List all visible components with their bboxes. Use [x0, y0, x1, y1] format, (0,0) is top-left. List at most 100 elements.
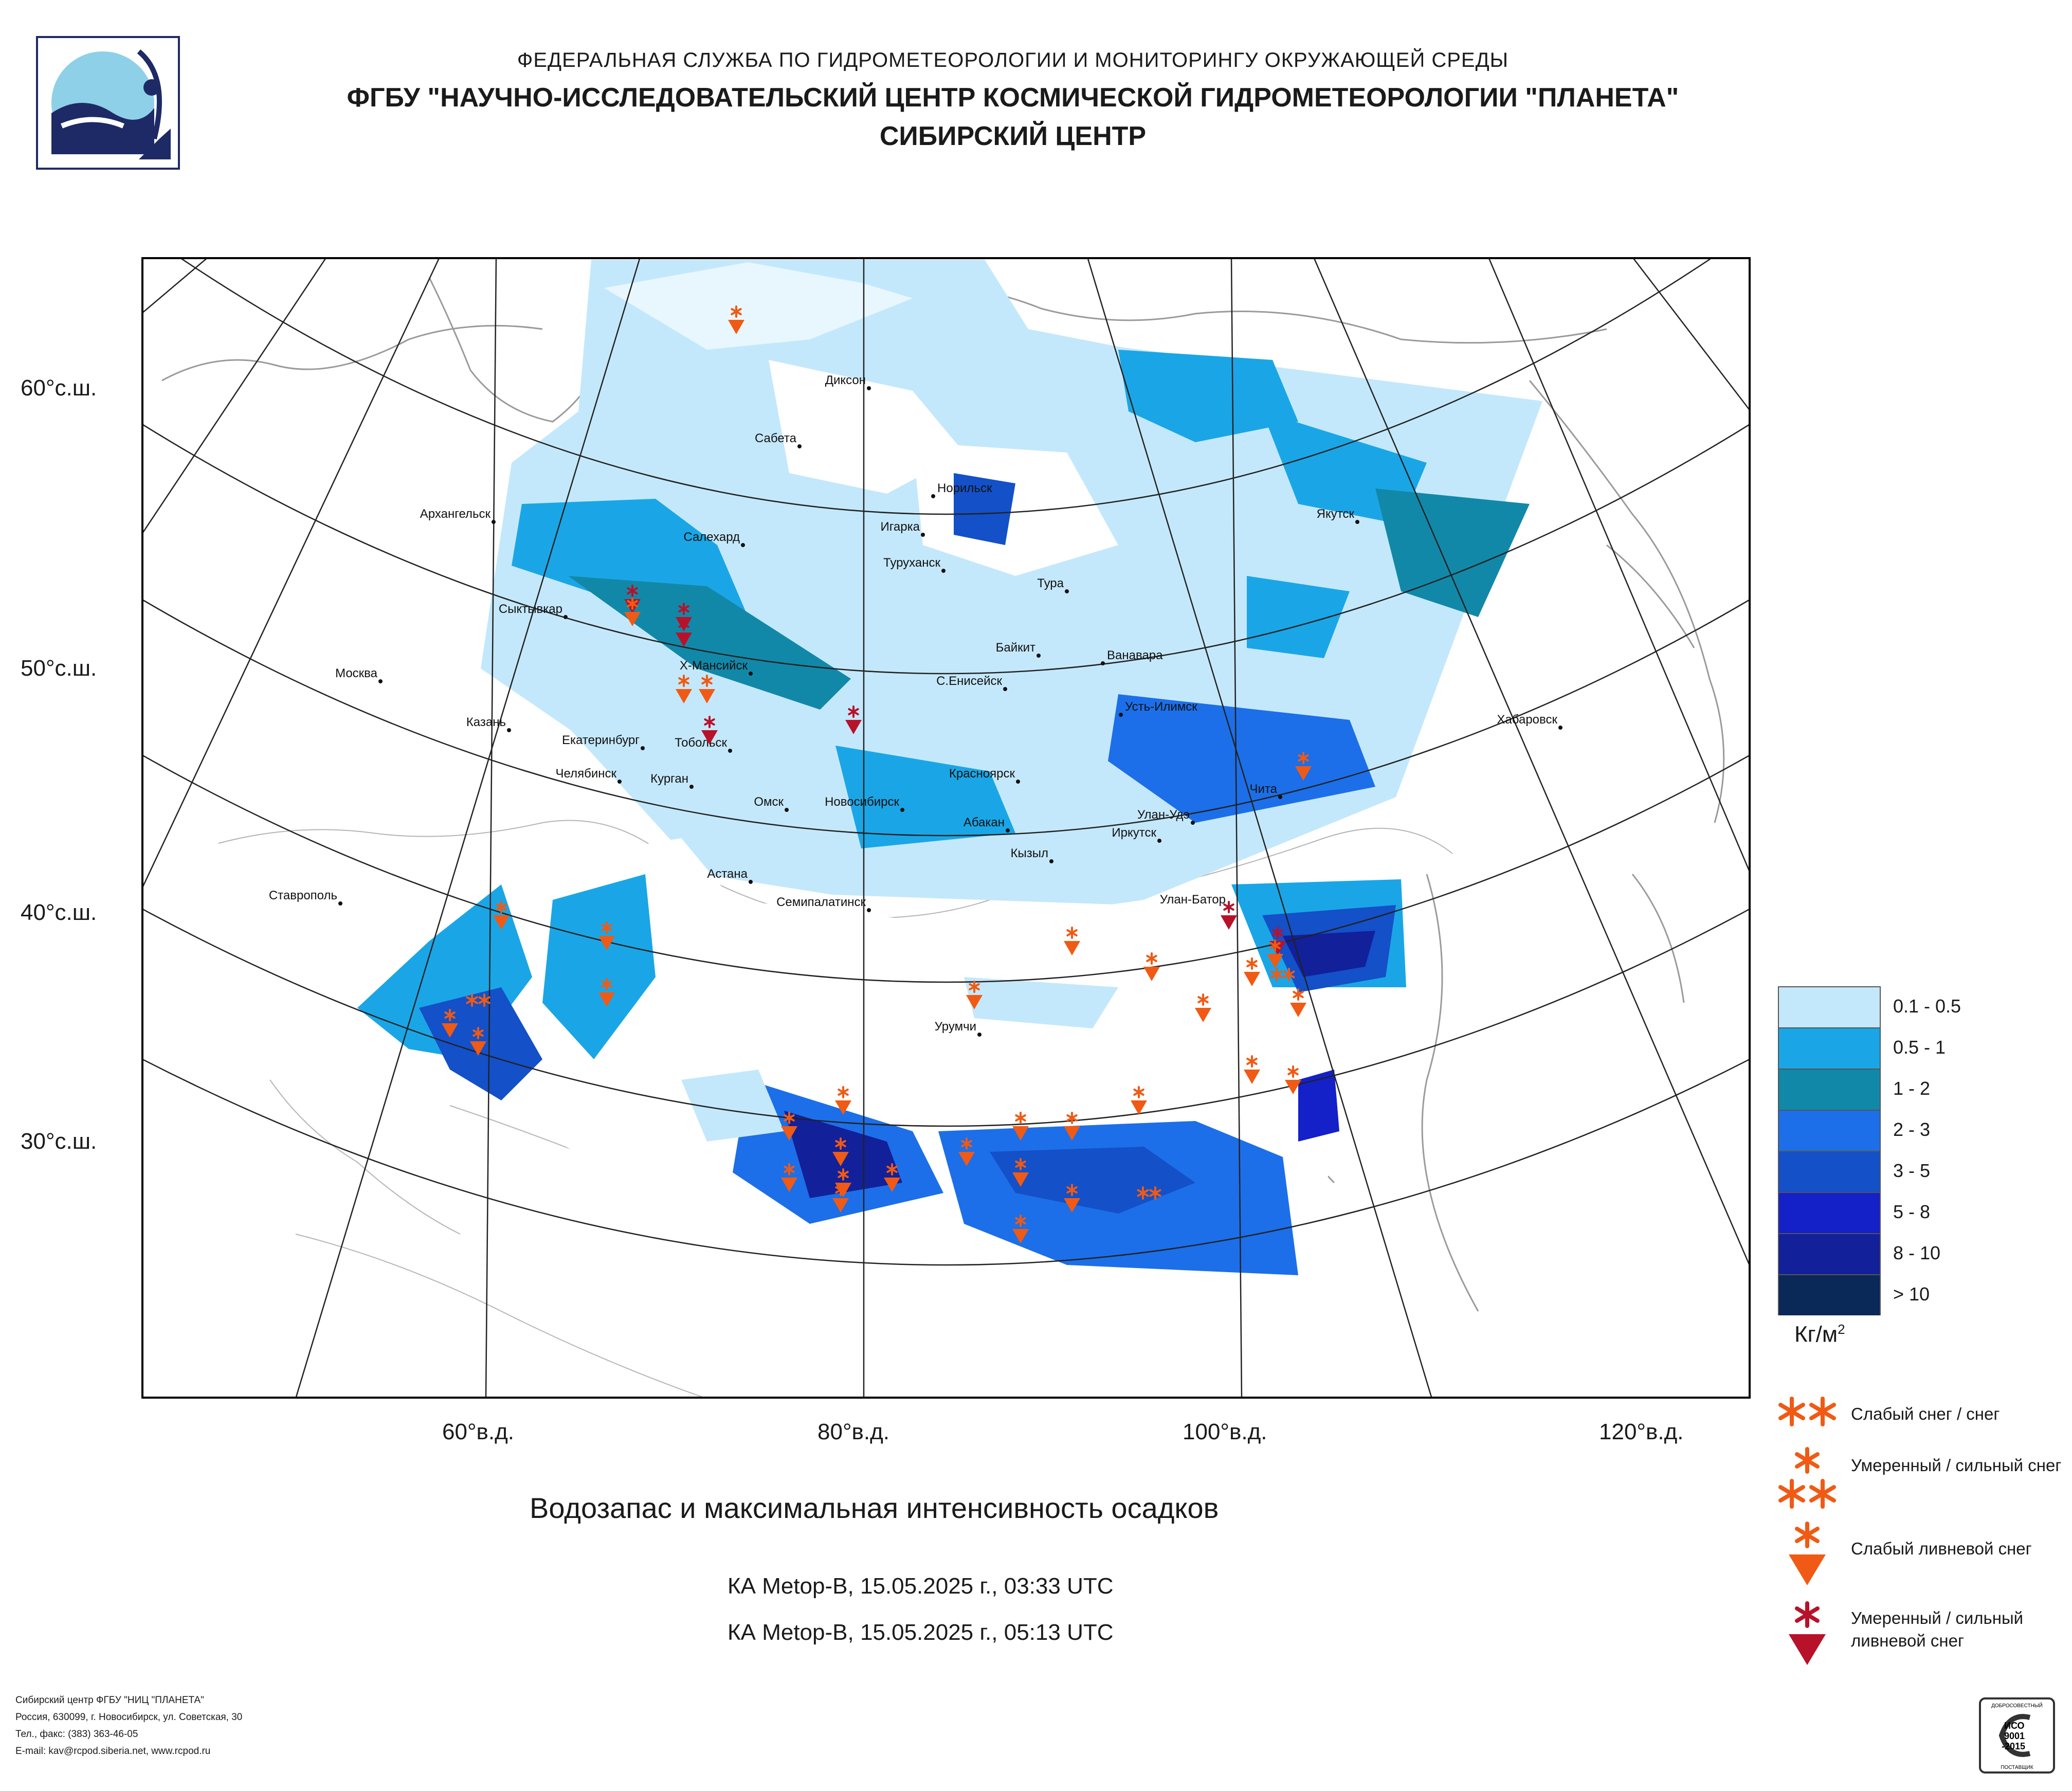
lat-label-60: 60°с.ш. — [21, 375, 97, 401]
city-label: Ставрополь — [269, 889, 337, 902]
city-label: Усть-Илимск — [1125, 700, 1197, 714]
light-shower-snow-symbol — [728, 305, 744, 334]
city-label: Якутск — [1317, 507, 1355, 521]
legend-swatch — [1778, 1069, 1881, 1110]
city-dot — [1119, 713, 1123, 717]
legend-label-moderate-snow: Умеренный / сильный снег — [1851, 1456, 2062, 1475]
city-dot — [1558, 726, 1562, 730]
lon-label-100: 100°в.д. — [1183, 1419, 1267, 1444]
city-dot — [1016, 780, 1020, 784]
footer-line-1: Сибирский центр ФГБУ "НИЦ "ПЛАНЕТА" — [15, 1695, 204, 1706]
light-shower-snow-symbol — [1267, 939, 1283, 968]
city-dot — [749, 672, 753, 676]
unit-text: Кг/м — [1794, 1322, 1838, 1347]
legend-label-heavy-shower-snow: Умеренный / сильный ливневой снег — [1851, 1608, 2024, 1650]
city-label: Улан-Батор — [1160, 893, 1226, 907]
light-shower-snow-symbol — [1295, 752, 1312, 781]
light-shower-snow-symbol — [598, 978, 615, 1007]
sat-pass-2: КА Metop-B, 15.05.2025 г., 05:13 UTC — [728, 1620, 1114, 1645]
city-label: Казань — [466, 715, 506, 729]
graticule — [141, 257, 1751, 1399]
legend-light-shower-snow-icon — [1787, 1519, 1828, 1589]
city-dot — [867, 908, 871, 912]
light-shower-snow-symbol — [835, 1168, 851, 1197]
city-dot — [1355, 520, 1359, 524]
city-dot — [728, 749, 732, 753]
city-dot — [507, 728, 511, 732]
light-shower-snow-symbol — [1244, 957, 1260, 986]
city-dot — [1065, 589, 1069, 593]
city-dot — [921, 533, 925, 537]
city-dot — [931, 494, 935, 498]
city-dot — [1006, 828, 1010, 833]
city-label: Диксон — [825, 373, 866, 387]
city-label: Москва — [335, 666, 378, 680]
light-shower-snow-symbol — [781, 1112, 797, 1141]
city-dot — [564, 615, 568, 619]
legend-swatch — [1778, 1151, 1881, 1192]
legend-class-label: 0.5 - 1 — [1893, 1037, 1946, 1058]
precipitation-map[interactable]: Диксон Сабета Норильск Игарка Салехард Туруха… — [141, 257, 1751, 1399]
light-shower-snow-symbol — [1064, 927, 1080, 955]
lat-label-50: 50°с.ш. — [21, 656, 97, 681]
lon-label-60: 60°в.д. — [442, 1419, 515, 1444]
light-shower-snow-symbol — [1290, 988, 1306, 1017]
city-dot — [1037, 654, 1041, 658]
legend-label-light-shower-snow: Слабый ливневой снег — [1851, 1539, 2032, 1558]
city-dot — [785, 808, 789, 812]
light-shower-snow-symbol — [884, 1163, 900, 1192]
legend-swatch — [1778, 1192, 1881, 1233]
light-shower-snow-symbol — [1285, 1065, 1301, 1094]
legend-class-label: 5 - 8 — [1893, 1201, 1931, 1222]
city-label: Курган — [650, 772, 688, 786]
header-center: ФГБУ "НАУЧНО-ИССЛЕДОВАТЕЛЬСКИЙ ЦЕНТР КОС… — [347, 83, 1679, 113]
city-label: Астана — [707, 867, 748, 881]
city-label: Челябинск — [556, 767, 617, 781]
legend-swatch — [1778, 986, 1881, 1027]
city-label: Омск — [754, 795, 784, 809]
iso-certification-badge: ДОБРОСОВЕСТНЫЙ ИСО 9001 -2015 ПОСТАВЩИК — [1978, 1697, 2056, 1774]
light-shower-snow-symbol — [1195, 993, 1211, 1022]
legend-unit: Кг/м2 — [1794, 1322, 1845, 1348]
legend-class-label: > 10 — [1893, 1283, 1930, 1305]
light-shower-snow-symbol — [1012, 1112, 1029, 1141]
light-shower-snow-symbol — [699, 675, 715, 703]
swath-upper — [481, 260, 1542, 905]
lon-label-80: 80°в.д. — [817, 1419, 890, 1444]
city-labels: Диксон Сабета Норильск Игарка Салехард Туруха… — [269, 373, 1562, 1037]
light-shower-snow-symbol — [781, 1163, 797, 1192]
city-label: Ванавара — [1107, 648, 1163, 662]
light-shower-snow-symbol — [832, 1137, 849, 1166]
city-dot — [689, 785, 694, 789]
city-dot — [1157, 839, 1161, 843]
city-dot — [941, 569, 946, 573]
legend-class-label: 3 - 5 — [1893, 1160, 1931, 1181]
light-shower-snow-symbol — [470, 1027, 486, 1056]
lon-label-120: 120°в.д. — [1599, 1419, 1684, 1444]
heavy-shower-snow-symbol — [845, 705, 862, 734]
city-label: Чита — [1250, 782, 1278, 796]
unit-sup: 2 — [1838, 1322, 1845, 1337]
city-label: Сабета — [755, 431, 797, 445]
header-branch: СИБИРСКИЙ ЦЕНТР — [879, 121, 1147, 151]
map-title: Водозапас и максимальная интенсивность о… — [530, 1492, 1219, 1524]
light-shower-snow-symbol — [1012, 1158, 1029, 1187]
city-label: Екатеринбург — [562, 733, 640, 747]
light-shower-snow-symbol — [1143, 952, 1160, 981]
city-label: Салехард — [683, 530, 740, 544]
city-dot — [641, 746, 645, 750]
lat-label-30: 30°с.ш. — [21, 1129, 97, 1154]
legend-color-scale: 0.1 - 0.5 0.5 - 1 1 - 2 2 - 3 3 - 5 5 - 8 8 - … — [1778, 986, 1961, 1315]
city-dot — [617, 780, 622, 784]
footer-line-4: E-mail: kav@rcpod.siberia.net, www.rcpod… — [15, 1746, 211, 1757]
light-shower-snow-symbol — [624, 598, 641, 626]
light-shower-snow-symbol — [1064, 1184, 1080, 1213]
planeta-logo — [36, 36, 180, 170]
city-label: Норильск — [937, 481, 992, 495]
swath-lower — [357, 838, 1432, 1291]
city-dot — [900, 808, 904, 812]
header-agency: ФЕДЕРАЛЬНАЯ СЛУЖБА ПО ГИДРОМЕТЕОРОЛОГИИ … — [517, 49, 1509, 71]
city-label: Урумчи — [935, 1020, 976, 1034]
footer-contacts: Сибирский центр ФГБУ "НИЦ "ПЛАНЕТА" Росс… — [15, 1692, 242, 1760]
iso-year: -2015 — [2002, 1741, 2025, 1751]
